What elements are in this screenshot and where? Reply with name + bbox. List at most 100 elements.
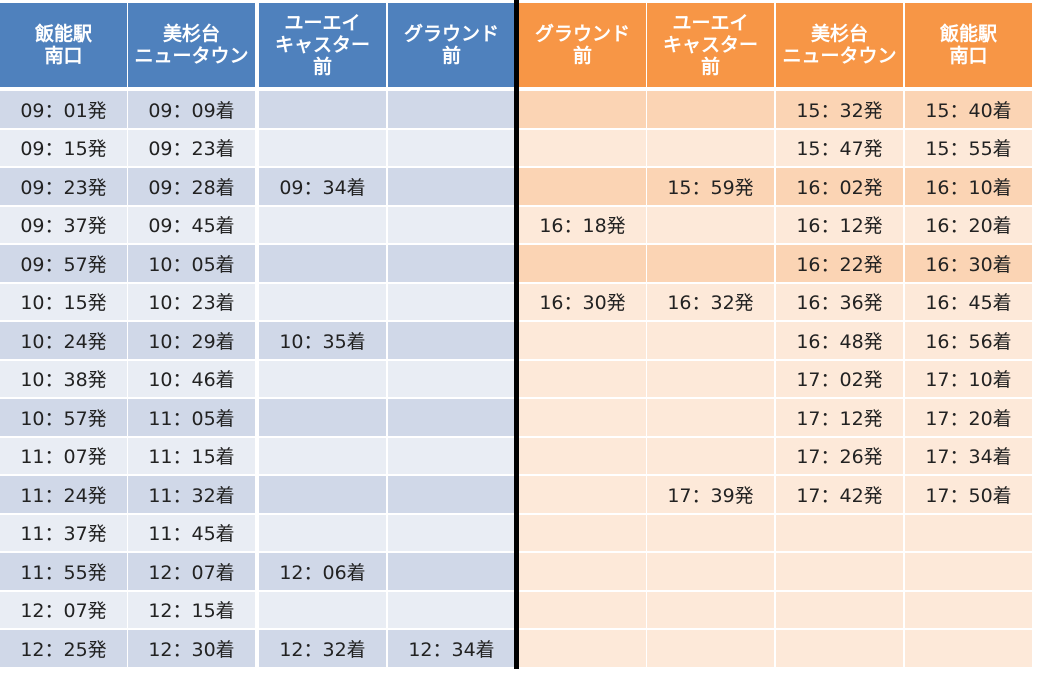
outbound-cell (388, 514, 515, 551)
outbound-cell: 09：15発 (0, 129, 127, 166)
inbound-cell (647, 360, 774, 397)
inbound-cell (776, 591, 903, 628)
outbound-cell (388, 322, 515, 359)
outbound-cell (259, 129, 386, 166)
outbound-header-0: 飯能駅 南口 (0, 3, 127, 87)
outbound-cell: 10：15発 (0, 283, 127, 320)
inbound-cell: 15：32発 (776, 91, 903, 128)
outbound-cell: 12：06着 (259, 553, 386, 590)
inbound-cell (647, 553, 774, 590)
outbound-cell: 12：30着 (128, 630, 255, 667)
inbound-cell (519, 591, 646, 628)
inbound-cell: 16：12発 (776, 206, 903, 243)
inbound-cell: 15：55着 (905, 129, 1032, 166)
inbound-cell (647, 206, 774, 243)
inbound-cell (519, 245, 646, 282)
inbound-cell (519, 91, 646, 128)
outbound-cell (259, 206, 386, 243)
outbound-cell (259, 514, 386, 551)
outbound-cell (259, 245, 386, 282)
inbound-cell: 16：20着 (905, 206, 1032, 243)
outbound-header-2: ユーエイ キャスター 前 (259, 3, 386, 87)
outbound-cell: 12：25発 (0, 630, 127, 667)
outbound-cell (388, 206, 515, 243)
outbound-cell (388, 553, 515, 590)
outbound-cell (388, 399, 515, 436)
outbound-cell (388, 283, 515, 320)
inbound-cell: 17：39発 (647, 476, 774, 513)
inbound-cell: 17：42発 (776, 476, 903, 513)
inbound-cell: 17：34着 (905, 437, 1032, 474)
inbound-cell: 17：26発 (776, 437, 903, 474)
inbound-cell: 16：45着 (905, 283, 1032, 320)
inbound-cell: 16：22発 (776, 245, 903, 282)
outbound-cell (388, 437, 515, 474)
outbound-cell: 10：24発 (0, 322, 127, 359)
outbound-cell: 12：07着 (128, 553, 255, 590)
outbound-cell: 09：28着 (128, 168, 255, 205)
outbound-header-1: 美杉台 ニュータウン (128, 3, 255, 87)
outbound-header-3: グラウンド 前 (388, 3, 515, 87)
outbound-cell (259, 360, 386, 397)
outbound-cell: 12：15着 (128, 591, 255, 628)
inbound-header-1: ユーエイ キャスター 前 (647, 3, 774, 87)
inbound-cell: 17：20着 (905, 399, 1032, 436)
outbound-cell: 10：35着 (259, 322, 386, 359)
outbound-cell: 10：29着 (128, 322, 255, 359)
inbound-cell: 16：56着 (905, 322, 1032, 359)
inbound-cell (776, 630, 903, 667)
outbound-cell: 11：07発 (0, 437, 127, 474)
outbound-cell: 10：38発 (0, 360, 127, 397)
outbound-cell (388, 591, 515, 628)
outbound-cell (388, 168, 515, 205)
inbound-cell: 16：18発 (519, 206, 646, 243)
inbound-cell (905, 591, 1032, 628)
outbound-cell: 12：32着 (259, 630, 386, 667)
outbound-cell: 11：55発 (0, 553, 127, 590)
inbound-cell: 15：59発 (647, 168, 774, 205)
outbound-cell: 11：24発 (0, 476, 127, 513)
direction-divider (514, 0, 519, 669)
inbound-cell (647, 129, 774, 166)
outbound-cell (259, 91, 386, 128)
inbound-cell (647, 591, 774, 628)
inbound-cell (519, 129, 646, 166)
outbound-cell: 10：23着 (128, 283, 255, 320)
outbound-cell: 09：23着 (128, 129, 255, 166)
outbound-cell: 10：05着 (128, 245, 255, 282)
inbound-cell (905, 630, 1032, 667)
inbound-cell (647, 91, 774, 128)
inbound-cell: 16：30発 (519, 283, 646, 320)
inbound-cell: 15：40着 (905, 91, 1032, 128)
inbound-header-2: 美杉台 ニュータウン (776, 3, 903, 87)
inbound-cell (647, 245, 774, 282)
outbound-cell: 11：15着 (128, 437, 255, 474)
inbound-cell: 16：02発 (776, 168, 903, 205)
outbound-cell (388, 129, 515, 166)
inbound-cell (519, 322, 646, 359)
inbound-cell: 17：02発 (776, 360, 903, 397)
outbound-cell: 10：46着 (128, 360, 255, 397)
inbound-cell: 16：36発 (776, 283, 903, 320)
outbound-cell (259, 283, 386, 320)
outbound-cell (259, 591, 386, 628)
outbound-cell: 09：09着 (128, 91, 255, 128)
outbound-cell: 11：37発 (0, 514, 127, 551)
inbound-cell (647, 630, 774, 667)
outbound-cell: 10：57発 (0, 399, 127, 436)
outbound-cell (388, 245, 515, 282)
inbound-cell (776, 553, 903, 590)
outbound-cell: 12：34着 (388, 630, 515, 667)
inbound-cell (647, 437, 774, 474)
inbound-cell (905, 514, 1032, 551)
inbound-cell (519, 399, 646, 436)
outbound-cell (259, 437, 386, 474)
inbound-cell: 16：32発 (647, 283, 774, 320)
inbound-cell (776, 514, 903, 551)
inbound-cell: 17：50着 (905, 476, 1032, 513)
outbound-cell: 09：45着 (128, 206, 255, 243)
inbound-header-0: グラウンド 前 (519, 3, 646, 87)
inbound-cell: 15：47発 (776, 129, 903, 166)
inbound-cell: 16：10着 (905, 168, 1032, 205)
